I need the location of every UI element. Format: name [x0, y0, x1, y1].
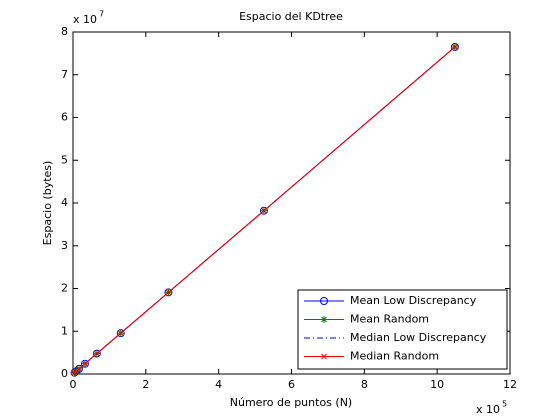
y-tick-label: 5 — [61, 153, 68, 166]
x-tick-label: 10 — [430, 378, 444, 391]
y-multiplier-power: 7 — [99, 10, 104, 19]
x-tick-label: 8 — [361, 378, 368, 391]
x-tick-label: 2 — [142, 378, 149, 391]
chart-title: Espacio del KDtree — [239, 10, 343, 23]
x-tick-label: 0 — [70, 378, 77, 391]
x-multiplier-power: 5 — [502, 400, 507, 409]
y-tick-label: 0 — [61, 367, 68, 380]
legend-label: Mean Random — [350, 313, 429, 326]
marker — [165, 289, 172, 296]
y-tick-label: 2 — [61, 282, 68, 295]
legend-box — [297, 289, 508, 370]
legend-label: Median Random — [350, 350, 439, 363]
y-tick-label: 1 — [61, 324, 68, 337]
y-tick-label: 6 — [61, 111, 68, 124]
legend-label: Median Low Discrepancy — [350, 331, 487, 344]
marker — [117, 330, 124, 337]
legend-marker — [321, 353, 327, 360]
marker — [93, 350, 100, 357]
legend-marker — [320, 316, 328, 323]
marker — [452, 44, 458, 50]
legend-label: Mean Low Discrepancy — [350, 294, 477, 307]
y-tick-label: 3 — [61, 239, 68, 252]
y-tick-label: 4 — [61, 196, 68, 209]
y-multiplier: x 10 — [73, 13, 97, 26]
y-tick-label: 8 — [61, 25, 68, 38]
x-tick-label: 6 — [288, 378, 295, 391]
marker — [261, 207, 267, 214]
x-tick-label: 4 — [215, 378, 222, 391]
y-axis-label: Espacio (bytes) — [41, 161, 54, 246]
x-multiplier: x 10 — [476, 403, 500, 416]
marker — [82, 360, 88, 367]
x-tick-label: 12 — [503, 378, 517, 391]
y-tick-label: 7 — [61, 68, 68, 81]
legend-marker — [320, 297, 328, 305]
x-axis-label: Número de puntos (N) — [230, 396, 352, 409]
marker — [76, 366, 82, 372]
